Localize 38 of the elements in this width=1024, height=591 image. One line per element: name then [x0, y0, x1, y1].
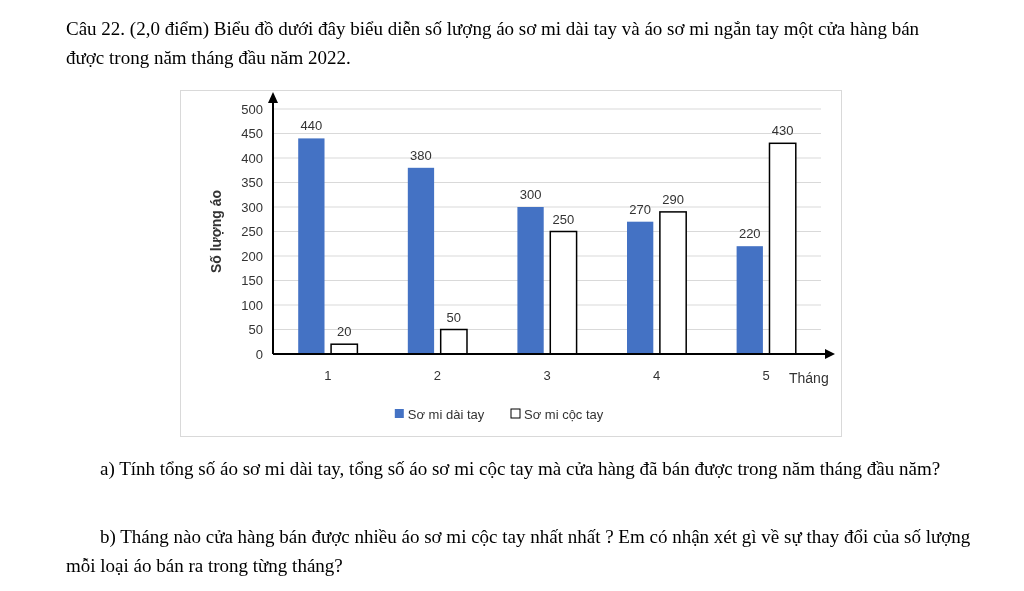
data-label: 300 [519, 187, 542, 202]
bar [627, 221, 654, 354]
y-tick-label: 450 [241, 126, 263, 142]
y-tick-label: 200 [241, 248, 263, 264]
data-label: 440 [300, 118, 323, 134]
data-label: 250 [552, 211, 575, 227]
x-tick-label: 4 [652, 368, 661, 383]
y-tick-label: 400 [241, 150, 263, 166]
data-label: 430 [771, 123, 794, 139]
chart-title: Câu 22. (2,0 điểm) Biểu đồ dưới đây biểu diễn số lượng áo sơ mi dài tay và áo sơ mi ngắn tay một cửa hàng bán được trong năm tháng đầu năm 2022. [66, 17, 921, 70]
y-tick-label: 250 [241, 224, 263, 240]
y-tick-label: 500 [241, 101, 263, 117]
legend-label: Sơ mi cộc tay [524, 406, 604, 422]
y-tick-label: 350 [241, 175, 263, 191]
x-tick-label: 3 [543, 368, 551, 383]
data-label: 20 [337, 324, 352, 340]
data-label: 270 [629, 201, 652, 217]
y-tick-label: 0 [255, 346, 263, 362]
y-tick-label: 300 [241, 199, 263, 215]
data-label: 220 [738, 226, 761, 242]
x-axis-title: Tháng [789, 370, 829, 386]
data-label: 380 [410, 147, 432, 163]
bar [517, 207, 544, 354]
y-axis-title: Số lượng áo [208, 189, 224, 274]
bar [407, 167, 435, 354]
x-tick-label: 2 [433, 368, 442, 383]
y-tick-label: 100 [241, 297, 263, 313]
x-tick-label: 5 [762, 368, 770, 383]
y-tick-label: 50 [248, 322, 263, 338]
text: a) Tính tổng số áo sơ mi dài tay, tổng số áo sơ mi cộc tay mà cửa hàng đã bán được trong năm tháng đầu năm? [99, 457, 942, 481]
x-tick-label: 1 [324, 368, 332, 383]
legend-label: Sơ mi dài tay [407, 406, 485, 422]
data-label: 290 [662, 191, 684, 207]
y-tick-label: 150 [241, 273, 263, 289]
data-label: 50 [446, 309, 462, 325]
bar [736, 246, 763, 354]
text: b) Tháng nào cửa hàng bán được nhiều áo sơ mi cộc tay nhất nhất ? Em có nhận xét gì về sự thay đổi của số lượng mỗi loại áo bán ra trong từng tháng? [66, 525, 972, 578]
bar [298, 138, 325, 354]
